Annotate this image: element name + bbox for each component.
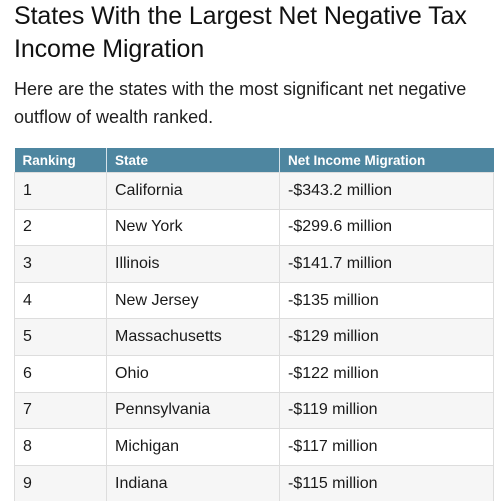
migration-cell: -$115 million (280, 465, 494, 501)
ranking-table: Ranking State Net Income Migration 1 Cal… (14, 148, 494, 501)
table-row: 6 Ohio -$122 million (15, 355, 494, 392)
migration-cell: -$122 million (280, 355, 494, 392)
migration-cell: -$343.2 million (280, 173, 494, 210)
table-row: 8 Michigan -$117 million (15, 429, 494, 466)
state-cell: Illinois (107, 246, 280, 283)
rank-cell: 2 (15, 209, 107, 246)
table-row: 5 Massachusetts -$129 million (15, 319, 494, 356)
migration-cell: -$119 million (280, 392, 494, 429)
migration-cell: -$117 million (280, 429, 494, 466)
rank-cell: 4 (15, 282, 107, 319)
state-cell: New Jersey (107, 282, 280, 319)
state-cell: New York (107, 209, 280, 246)
state-cell: Indiana (107, 465, 280, 501)
rank-cell: 6 (15, 355, 107, 392)
rank-cell: 5 (15, 319, 107, 356)
table-row: 1 California -$343.2 million (15, 173, 494, 210)
state-cell: Michigan (107, 429, 280, 466)
migration-cell: -$299.6 million (280, 209, 494, 246)
rank-cell: 1 (15, 173, 107, 210)
rank-cell: 8 (15, 429, 107, 466)
table-row: 4 New Jersey -$135 million (15, 282, 494, 319)
state-cell: Massachusetts (107, 319, 280, 356)
migration-cell: -$129 million (280, 319, 494, 356)
state-cell: California (107, 173, 280, 210)
migration-cell: -$141.7 million (280, 246, 494, 283)
state-cell: Pennsylvania (107, 392, 280, 429)
table-row: 2 New York -$299.6 million (15, 209, 494, 246)
table-row: 3 Illinois -$141.7 million (15, 246, 494, 283)
rank-cell: 3 (15, 246, 107, 283)
rank-cell: 7 (15, 392, 107, 429)
article-title: States With the Largest Net Negative Tax… (14, 0, 494, 66)
rank-cell: 9 (15, 465, 107, 501)
table-row: 9 Indiana -$115 million (15, 465, 494, 501)
table-header-row: Ranking State Net Income Migration (15, 148, 494, 173)
column-header-ranking: Ranking (15, 148, 107, 173)
table-row: 7 Pennsylvania -$119 million (15, 392, 494, 429)
article: States With the Largest Net Negative Tax… (14, 0, 494, 131)
table-header: Ranking State Net Income Migration (15, 148, 494, 173)
migration-cell: -$135 million (280, 282, 494, 319)
table-body: 1 California -$343.2 million 2 New York … (15, 173, 494, 501)
state-cell: Ohio (107, 355, 280, 392)
column-header-net-income-migration: Net Income Migration (280, 148, 494, 173)
article-intro: Here are the states with the most signif… (14, 75, 494, 131)
column-header-state: State (107, 148, 280, 173)
